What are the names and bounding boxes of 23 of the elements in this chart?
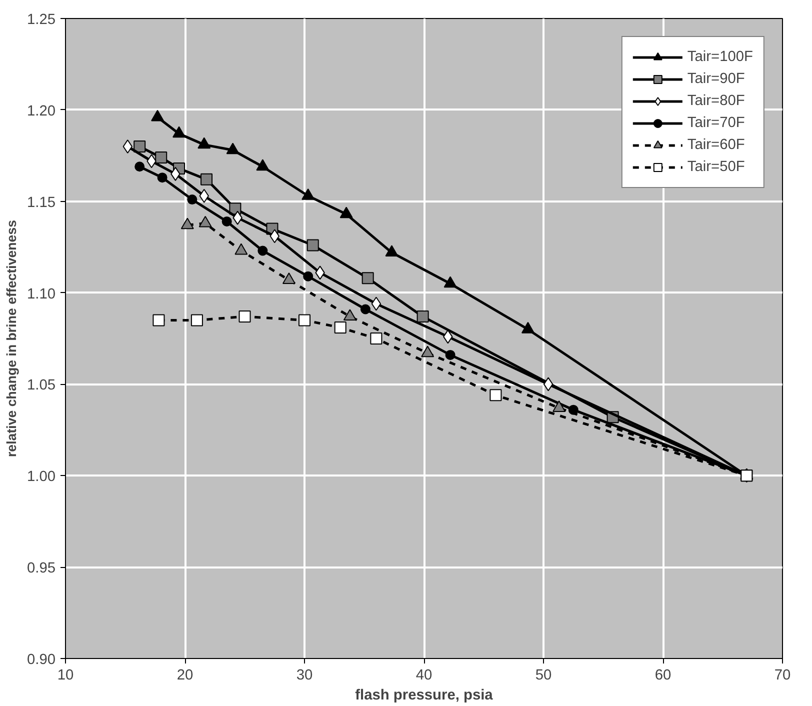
x-tick-label: 50 <box>535 668 552 684</box>
legend-label: Tair=60F <box>687 137 745 153</box>
y-tick-label: 0.95 <box>26 560 56 577</box>
y-tick-label: 1.25 <box>26 12 56 28</box>
x-tick-label: 70 <box>774 668 791 684</box>
x-tick-label: 40 <box>416 668 432 684</box>
y-tick-label: 1.10 <box>26 286 56 302</box>
legend-label: Tair=50F <box>687 159 745 175</box>
x-tick-label: 30 <box>296 668 313 684</box>
x-axis-title: flash pressure, psia <box>355 688 494 704</box>
y-tick-label: 1.20 <box>26 103 56 120</box>
y-tick-label: 1.15 <box>26 194 56 211</box>
legend-label: Tair=80F <box>687 93 745 109</box>
y-tick-label: 0.90 <box>26 652 56 668</box>
legend-label: Tair=70F <box>687 115 745 131</box>
y-tick-label: 1.00 <box>26 469 56 486</box>
y-axis-title: relative change in brine effectiveness <box>4 220 19 458</box>
legend-label: Tair=90F <box>687 71 745 87</box>
x-tick-label: 60 <box>654 668 672 684</box>
x-tick-label: 20 <box>176 668 194 684</box>
y-tick-label: 1.05 <box>26 378 56 394</box>
x-tick-label: 10 <box>57 668 74 684</box>
legend-label: Tair=100F <box>687 49 753 65</box>
